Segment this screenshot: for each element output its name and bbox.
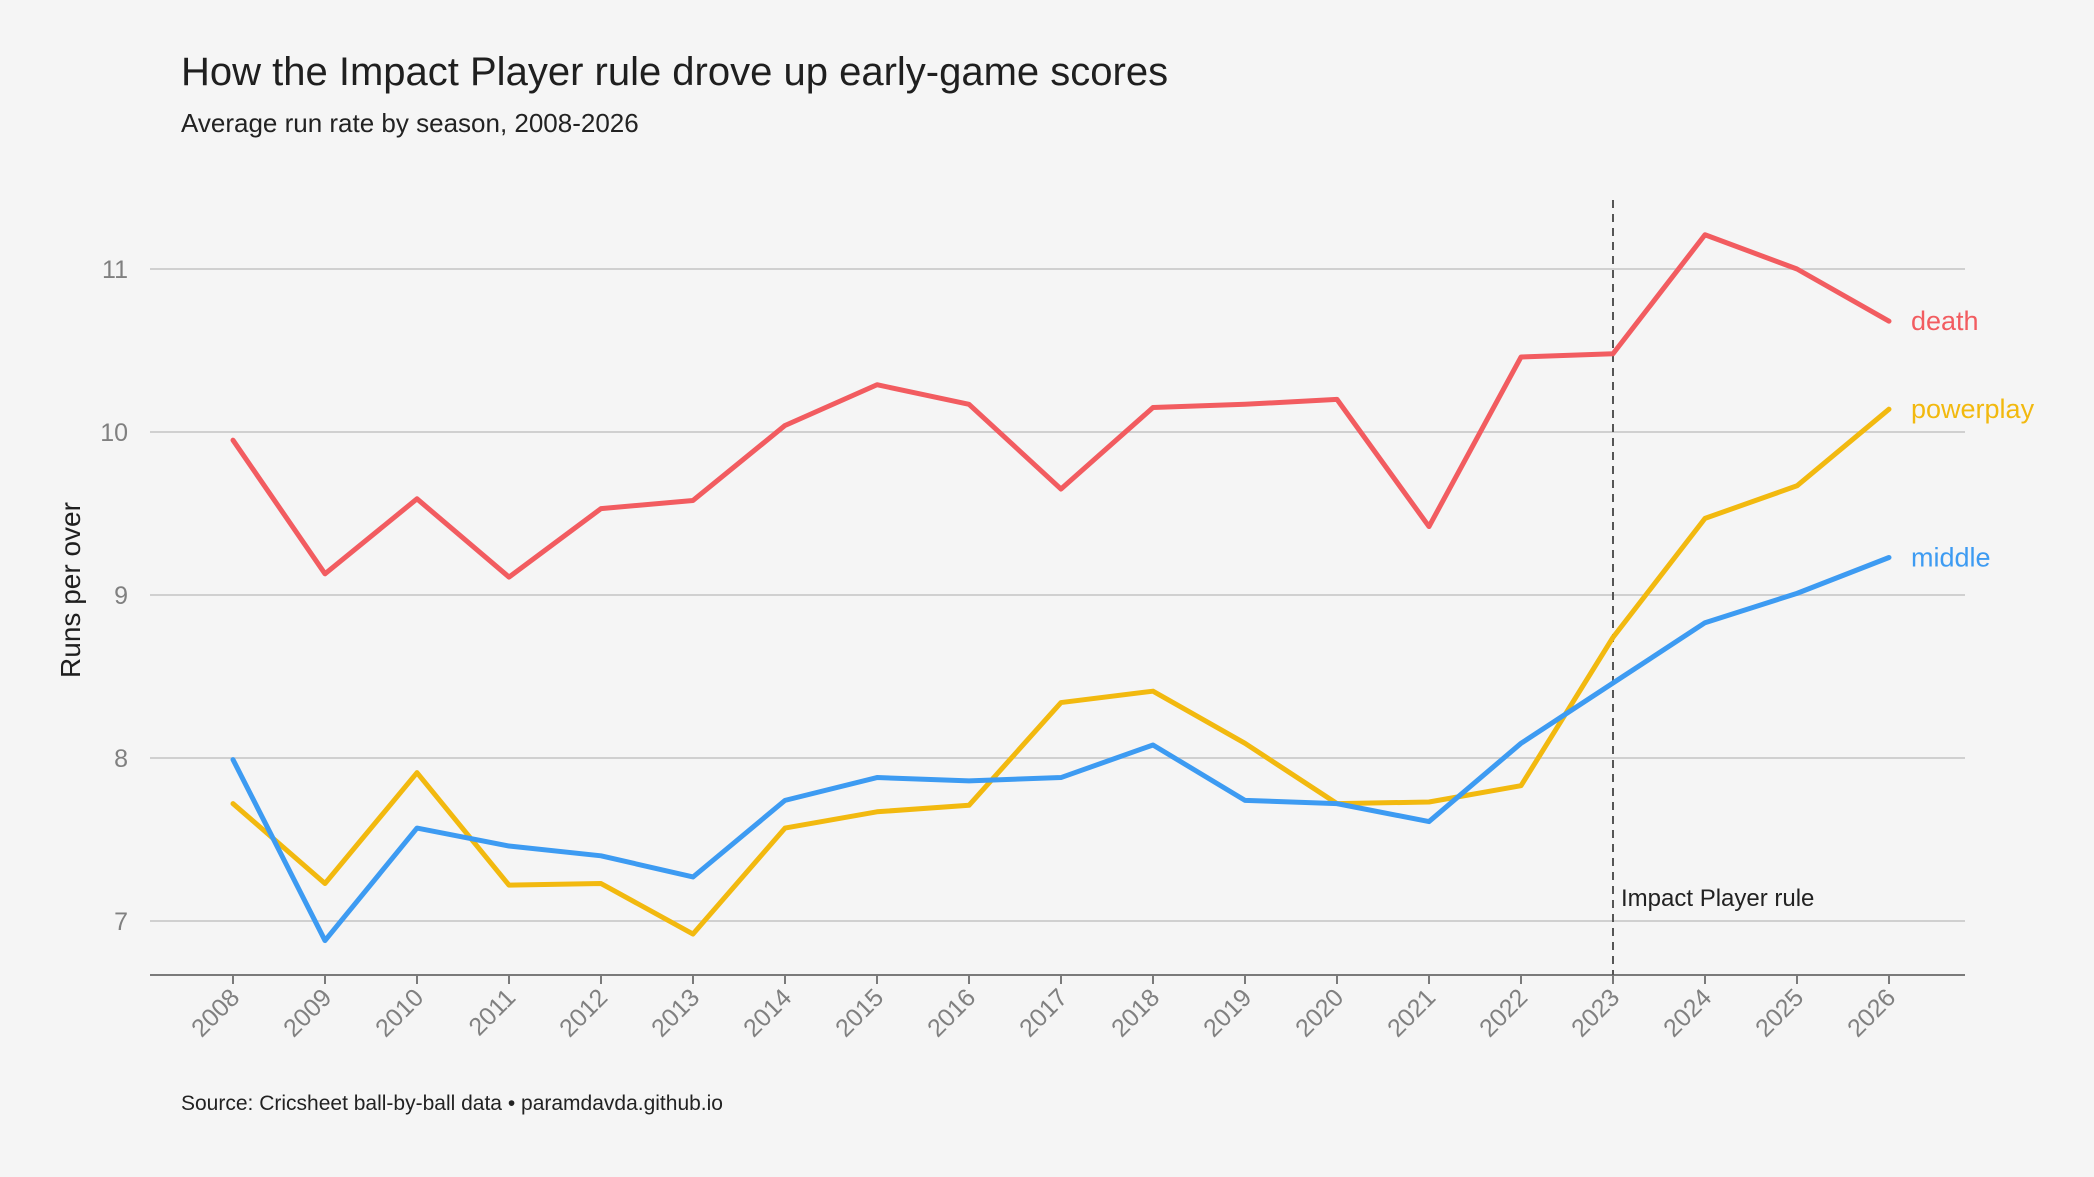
chart-title: How the Impact Player rule drove up earl… <box>181 50 1169 94</box>
x-tick-label: 2014 <box>738 983 797 1042</box>
x-tick-label: 2026 <box>1842 983 1901 1042</box>
x-tick-label: 2018 <box>1106 983 1165 1042</box>
annotation-label: Impact Player rule <box>1621 885 1814 912</box>
x-tick-label: 2011 <box>463 983 521 1041</box>
x-tick-label: 2012 <box>554 983 613 1042</box>
x-tick-label: 2022 <box>1474 983 1533 1042</box>
x-tick-label: 2024 <box>1658 983 1717 1042</box>
x-tick-label: 2008 <box>186 983 245 1042</box>
series-label-middle: middle <box>1911 543 1991 573</box>
series-labels: death powerplay middle <box>1911 306 2035 572</box>
series-line-powerplay <box>230 406 1892 937</box>
chart-subtitle: Average run rate by season, 2008-2026 <box>181 108 639 138</box>
series-line-middle <box>230 555 1892 944</box>
x-axis: 2008 2009 2010 2011 2012 2013 2014 2015 2016 2017… <box>150 974 1965 1043</box>
x-tick-label: 2010 <box>370 983 429 1042</box>
x-tick-label: 2023 <box>1566 983 1625 1042</box>
y-tick-label: 7 <box>114 908 128 936</box>
source-note: Source: Cricsheet ball-by-ball data • pa… <box>181 1092 723 1115</box>
x-tick-label: 2015 <box>830 983 889 1042</box>
y-tick-label: 8 <box>114 745 128 773</box>
x-tick-label: 2021 <box>1382 983 1441 1042</box>
series-lines <box>230 232 1892 944</box>
y-tick-label: 10 <box>100 419 128 447</box>
y-tick-labels: 7 8 9 10 11 <box>100 256 128 936</box>
x-tick-label: 2025 <box>1750 983 1809 1042</box>
y-tick-label: 9 <box>114 582 128 610</box>
x-tick-label: 2017 <box>1014 983 1073 1042</box>
grid-lines <box>150 268 1965 922</box>
annotations: Impact Player rule <box>1612 200 1814 975</box>
y-tick-label: 11 <box>102 256 128 284</box>
x-tick-label: 2013 <box>646 983 705 1042</box>
x-tick-label: 2020 <box>1290 983 1349 1042</box>
x-tick-label: 2019 <box>1198 983 1257 1042</box>
x-tick-label: 2016 <box>922 983 981 1042</box>
series-line-death <box>230 232 1892 580</box>
series-label-powerplay: powerplay <box>1911 394 2035 424</box>
y-axis-label: Runs per over <box>55 502 86 678</box>
series-label-death: death <box>1911 306 1979 336</box>
x-tick-label: 2009 <box>278 983 337 1042</box>
